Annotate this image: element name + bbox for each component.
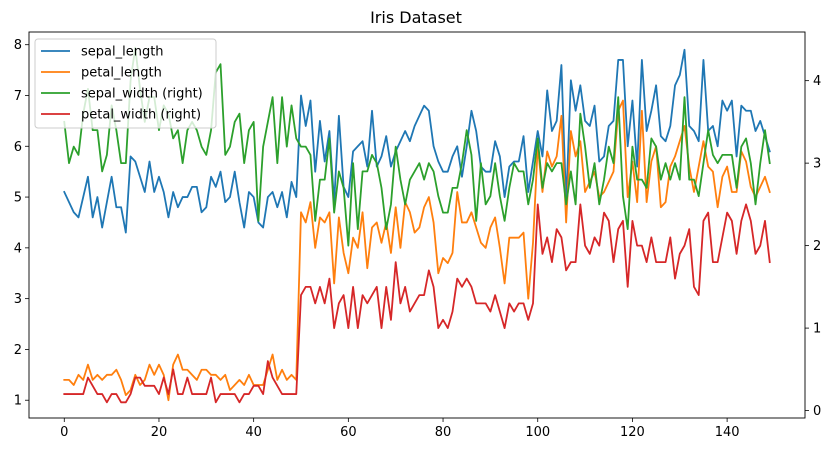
plot-frame xyxy=(28,31,806,419)
y-left-tick-label: 2 xyxy=(14,343,22,358)
legend-label: petal_length xyxy=(81,66,162,81)
x-axis: 0 20 40 60 80 100 120 140 xyxy=(60,418,740,440)
legend: sepal_length petal_length sepal_width (rig… xyxy=(34,38,217,129)
chart-title: Iris Dataset xyxy=(370,8,462,27)
y-left-tick-label: 8 xyxy=(14,38,22,53)
y-right-tick-label: 1 xyxy=(813,322,821,337)
legend-box xyxy=(34,38,217,129)
plot-lines xyxy=(63,46,771,404)
y-left-tick-label: 4 xyxy=(14,241,22,256)
y-right-tick-label: 0 xyxy=(813,404,821,419)
y-left-tick-label: 7 xyxy=(14,89,22,104)
x-tick-label: 80 xyxy=(435,425,452,440)
x-tick-label: 20 xyxy=(151,425,168,440)
series-line-petal-width-right xyxy=(63,203,771,404)
series-line-sepal-width-right xyxy=(63,46,771,247)
y-left-tick-label: 3 xyxy=(14,292,22,307)
legend-label: sepal_width (right) xyxy=(81,87,203,102)
y-left-tick-label: 5 xyxy=(14,191,22,206)
x-tick-label: 0 xyxy=(60,425,68,440)
x-tick-label: 40 xyxy=(245,425,262,440)
x-tick-label: 140 xyxy=(715,425,740,440)
legend-label: petal_width (right) xyxy=(81,108,201,123)
legend-label: sepal_length xyxy=(81,45,164,60)
x-tick-label: 120 xyxy=(620,425,645,440)
y-left-tick-label: 6 xyxy=(14,140,22,155)
y-right-tick-label: 2 xyxy=(813,239,821,254)
series-line-petal-length xyxy=(63,99,771,402)
y-left-tick-label: 1 xyxy=(14,394,22,409)
x-tick-label: 60 xyxy=(340,425,357,440)
x-tick-label: 100 xyxy=(525,425,550,440)
y-axis-right: 0 1 2 3 4 xyxy=(805,74,821,419)
y-right-tick-label: 4 xyxy=(813,74,821,89)
y-axis-left: 1 2 3 4 5 6 7 8 xyxy=(14,38,29,409)
series-line-sepal-length xyxy=(63,48,771,234)
y-right-tick-label: 3 xyxy=(813,157,821,172)
